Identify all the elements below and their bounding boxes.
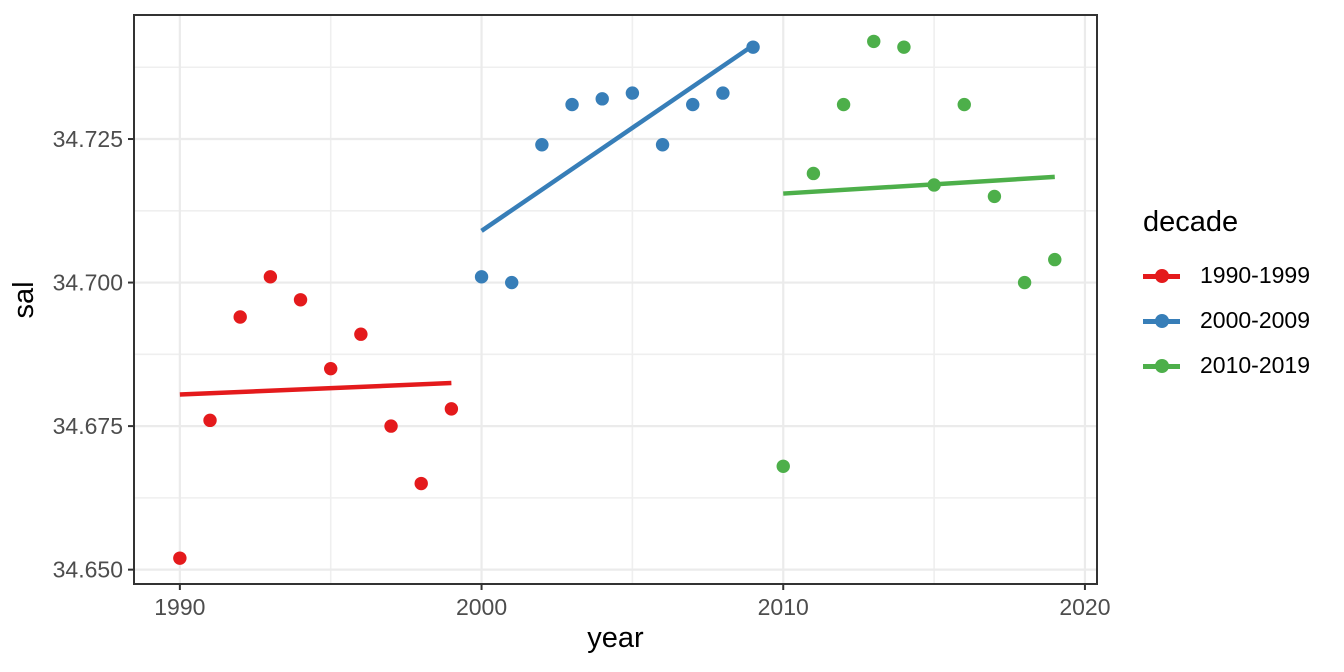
data-point-1990-1999-1994 — [293, 293, 308, 307]
data-point-1990-1999-1997 — [384, 419, 398, 433]
legend-item-label: 2010-2019 — [1200, 352, 1310, 379]
legend-key-dot — [1154, 314, 1169, 329]
data-point-1990-1999-1992 — [233, 310, 247, 324]
trend-line-2010-2019 — [783, 174, 1055, 196]
data-point-2000-2009-2006 — [655, 138, 670, 152]
data-point-1990-1999-1996 — [354, 327, 368, 341]
legend-key-dot — [1154, 269, 1169, 284]
legend-item-1990-1999: 1990-1999 — [1143, 253, 1310, 298]
data-point-1990-1999-1998 — [414, 476, 428, 491]
legend-item-label: 1990-1999 — [1200, 262, 1310, 289]
data-point-2010-2019-2018 — [1017, 275, 1032, 290]
data-point-2000-2009-2002 — [535, 138, 549, 152]
data-point-2000-2009-2007 — [686, 97, 700, 112]
x-tick-label: 2000 — [456, 594, 507, 620]
y-tick-label: 34.675 — [53, 413, 123, 439]
data-point-1990-1999-1993 — [263, 270, 278, 284]
data-point-2010-2019-2013 — [867, 34, 881, 49]
data-point-2010-2019-2016 — [957, 97, 971, 112]
data-point-2010-2019-2010 — [776, 459, 790, 473]
trend-line-2000-2009 — [480, 43, 755, 233]
trend-line-1990-1999 — [179, 380, 452, 397]
panel-border — [133, 14, 1098, 585]
legend-title: decade — [1143, 206, 1239, 238]
x-tick-label: 1990 — [154, 594, 205, 620]
data-point-1990-1999-1991 — [203, 413, 217, 428]
data-point-2000-2009-2009 — [746, 40, 760, 54]
data-point-1990-1999-1999 — [444, 402, 459, 416]
legend-key-icon — [1143, 307, 1180, 335]
data-point-2010-2019-2019 — [1048, 252, 1062, 267]
data-point-2010-2019-2014 — [897, 40, 911, 54]
legend-items: 1990-1999 2000-2009 2010-2019 — [1143, 253, 1310, 388]
y-tick-label: 34.650 — [53, 557, 123, 583]
data-point-2010-2019-2017 — [987, 189, 1002, 204]
data-point-2000-2009-2001 — [505, 275, 519, 290]
legend-item-2000-2009: 2000-2009 — [1143, 298, 1310, 343]
x-tick-label: 2010 — [758, 594, 809, 620]
y-tick-label: 34.725 — [53, 126, 123, 152]
data-point-2010-2019-2012 — [836, 97, 851, 112]
data-point-2000-2009-2004 — [595, 92, 609, 106]
data-point-2010-2019-2015 — [927, 178, 941, 192]
data-point-2000-2009-2005 — [625, 86, 640, 100]
data-point-1990-1999-1995 — [324, 361, 338, 376]
x-axis-title: year — [587, 622, 644, 654]
legend: decade 1990-1999 2000-2009 2010-2019 — [1143, 206, 1310, 388]
data-point-2000-2009-2003 — [565, 97, 579, 112]
data-point-2010-2019-2011 — [806, 166, 821, 181]
x-tick-label: 2020 — [1059, 594, 1110, 620]
legend-key-icon — [1143, 262, 1180, 290]
y-tick-label: 34.700 — [53, 270, 123, 296]
data-point-1990-1999-1990 — [173, 551, 187, 565]
data-point-2000-2009-2008 — [716, 86, 730, 100]
legend-item-2010-2019: 2010-2019 — [1143, 343, 1310, 388]
legend-key-dot — [1154, 359, 1169, 374]
data-point-2000-2009-2000 — [474, 270, 489, 284]
y-axis-title: sal — [8, 281, 41, 319]
legend-item-label: 2000-2009 — [1200, 307, 1310, 334]
legend-key-icon — [1143, 352, 1180, 380]
